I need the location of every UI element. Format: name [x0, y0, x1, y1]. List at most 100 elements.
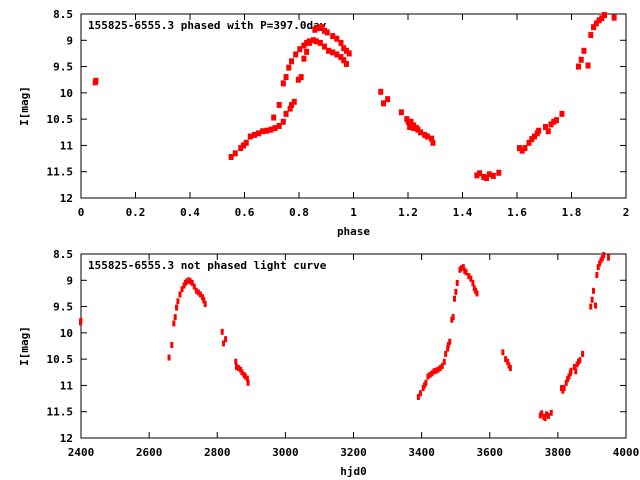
phased-data-point: [264, 127, 270, 134]
lightcurve-data-point: [442, 358, 446, 365]
lightcurve-data-point: [220, 328, 224, 335]
lightcurve-data-point: [418, 390, 422, 397]
lightcurve-data-point: [170, 341, 174, 348]
phased-xtick-label: 1: [350, 206, 357, 219]
lightcurve-data-point: [464, 269, 468, 276]
lightcurve-data-point: [444, 350, 448, 357]
phased-data-point: [324, 29, 330, 36]
phased-data-point: [287, 105, 293, 112]
lightcurve-data-point: [459, 265, 463, 272]
phased-data-point: [312, 26, 318, 33]
lightcurve-data-point: [424, 379, 428, 386]
phased-data-point: [496, 169, 502, 176]
phased-ytick-label: 11: [60, 139, 74, 152]
lightcurve-xtick-label: 3200: [340, 446, 367, 459]
lightcurve-data-point: [453, 295, 457, 302]
lightcurve-xtick-label: 3000: [272, 446, 299, 459]
lightcurve-data-point: [475, 290, 479, 297]
lightcurve-ytick-label: 10: [60, 327, 73, 340]
phased-data-point: [575, 63, 581, 70]
lightcurve-data-point: [469, 275, 473, 282]
lightcurve-data-point: [602, 252, 606, 259]
phased-data-point: [330, 33, 336, 40]
lightcurve-data-point: [540, 410, 544, 417]
phased-xtick-label: 1.2: [398, 206, 418, 219]
lightcurve-data-point: [235, 364, 239, 371]
phased-data-point: [334, 51, 340, 58]
phased-data-point: [545, 128, 551, 135]
phased-data-point: [228, 153, 234, 160]
phased-data-point: [338, 39, 344, 46]
phased-data-point: [301, 55, 307, 62]
lightcurve-data-point: [564, 379, 568, 386]
phased-data-point: [283, 110, 289, 117]
lightcurve-ytick-label: 8.5: [53, 248, 73, 261]
lightcurve-data-point: [574, 368, 578, 375]
lightcurve-data-point: [471, 279, 475, 286]
phased-data-point: [251, 131, 257, 138]
lightcurve-data-point: [455, 279, 459, 286]
phased-data-point: [276, 101, 282, 108]
phased-data-point: [271, 114, 277, 121]
lightcurve-data-point: [591, 287, 595, 294]
lightcurve-data-point: [175, 304, 179, 311]
lightcurve-data-point: [547, 412, 551, 419]
phased-data-point: [319, 24, 325, 31]
phased-ytick-label: 9.5: [53, 61, 73, 74]
lightcurve-data-point: [567, 373, 571, 380]
phased-ytick-label: 10: [60, 87, 73, 100]
lightcurve-data-point: [572, 364, 576, 371]
phased-data-point: [553, 117, 559, 124]
phased-data-point: [526, 139, 532, 146]
phased-data-point: [529, 136, 535, 143]
lightcurve-data-point: [600, 255, 604, 262]
lightcurve-data-point: [173, 314, 177, 321]
lightcurve-data-point: [234, 358, 238, 365]
phased-data-point: [486, 171, 492, 178]
lightcurve-data-point: [196, 289, 200, 296]
phased-data-point: [413, 125, 419, 132]
phased-data-point: [321, 27, 327, 34]
phased-ytick-label: 9: [66, 34, 73, 47]
lightcurve-xtick-label: 3800: [545, 446, 572, 459]
phased-data-point: [243, 139, 249, 146]
lightcurve-data-point: [176, 298, 180, 305]
lightcurve-data-point: [167, 354, 171, 361]
phased-data-point: [378, 88, 384, 95]
phased-data-point: [536, 127, 542, 134]
lightcurve-data-point: [202, 297, 206, 304]
lightcurve-data-point: [203, 300, 207, 307]
phased-data-point: [532, 133, 538, 140]
phased-xtick-label: 2: [623, 206, 630, 219]
phased-xtick-label: 1.6: [507, 206, 527, 219]
lightcurve-data-point: [428, 371, 432, 378]
lightcurve-data-point: [451, 314, 455, 321]
lightcurve-data-point: [606, 254, 610, 261]
phased-data-point: [240, 142, 246, 149]
lightcurve-data-point: [544, 411, 548, 418]
phased-data-point: [408, 118, 414, 125]
phased-data-point: [543, 124, 549, 131]
phased-xtick-label: 1.8: [562, 206, 582, 219]
phased-data-point: [311, 37, 317, 44]
lightcurve-ytick-label: 9: [66, 274, 73, 287]
lightcurve-data-point: [562, 385, 566, 392]
lightcurve-data-point: [192, 283, 196, 290]
lightcurve-data-point: [188, 278, 192, 285]
lightcurve-title: 155825-6555.3 not phased light curve: [88, 259, 327, 272]
lightcurve-data-point: [190, 279, 194, 286]
lightcurve-data-point: [543, 415, 547, 422]
lightcurve-data-point: [569, 367, 573, 374]
lightcurve-data-point: [240, 369, 244, 376]
phased-xtick-label: 0: [78, 206, 85, 219]
phased-data-point: [313, 38, 319, 45]
phased-plot-frame: [80, 13, 627, 199]
lightcurve-data-point: [596, 264, 600, 271]
phased-data-point: [411, 122, 417, 129]
phased-data-point: [283, 74, 289, 81]
lightcurve-data-point: [436, 366, 440, 373]
phased-data-point: [293, 51, 299, 58]
phased-data-point: [286, 64, 292, 71]
lightcurve-data-point: [504, 356, 508, 363]
